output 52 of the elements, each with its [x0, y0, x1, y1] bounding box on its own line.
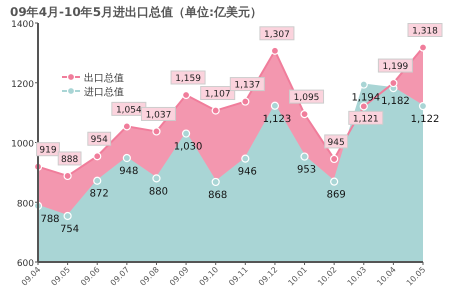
data-label: 954 — [90, 135, 108, 146]
data-label: 1,030 — [174, 142, 202, 153]
point — [330, 178, 338, 186]
point — [300, 152, 309, 161]
point — [93, 152, 102, 160]
data-label: 1,307 — [264, 30, 290, 40]
data-label: 953 — [296, 164, 316, 176]
data-label: 1,182 — [381, 96, 410, 108]
point — [270, 102, 280, 110]
data-label: 1,122 — [410, 114, 440, 126]
data-label: 1,318 — [412, 26, 438, 36]
data-label: 1,095 — [294, 93, 320, 104]
chart-title: 09年4月-10年5月进出口总值（单位:亿美元） — [10, 5, 262, 19]
data-label: 1,121 — [352, 114, 379, 124]
legend-label: 进口总值 — [84, 86, 124, 98]
legend-label: 出口总值 — [84, 72, 124, 84]
point — [212, 178, 220, 186]
data-label: 948 — [119, 166, 138, 178]
point — [152, 174, 161, 182]
point — [241, 154, 250, 163]
point — [182, 129, 190, 138]
point — [122, 154, 131, 162]
data-label: 872 — [90, 188, 109, 200]
data-label: 919 — [39, 146, 57, 156]
point — [330, 154, 338, 164]
data-label: 1,123 — [262, 114, 292, 125]
data-label: 869 — [326, 190, 346, 201]
data-label: 880 — [148, 186, 168, 198]
point — [152, 127, 161, 136]
data-label: 1,159 — [175, 74, 202, 84]
y-tick-label: 1200 — [11, 80, 34, 90]
y-tick-label: 600 — [16, 259, 34, 269]
point — [241, 97, 250, 106]
data-label: 788 — [40, 214, 60, 225]
data-label: 888 — [61, 154, 78, 165]
y-tick-label: 800 — [16, 199, 34, 210]
point — [93, 176, 102, 185]
data-label: 1,107 — [204, 90, 231, 100]
y-tick-label: 1000 — [11, 140, 34, 150]
data-label: 868 — [208, 190, 228, 201]
data-label: 945 — [328, 138, 345, 148]
data-label: 1,137 — [234, 80, 260, 91]
data-label: 946 — [238, 166, 257, 178]
data-label: 1,194 — [351, 92, 380, 104]
point — [360, 102, 368, 110]
data-label: 754 — [60, 224, 80, 235]
y-tick-label: 1400 — [11, 20, 34, 30]
point — [389, 78, 398, 88]
data-label: 1,054 — [116, 105, 142, 116]
data-label: 1,037 — [146, 110, 172, 120]
point — [64, 212, 72, 220]
data-label: 1,199 — [382, 62, 409, 72]
